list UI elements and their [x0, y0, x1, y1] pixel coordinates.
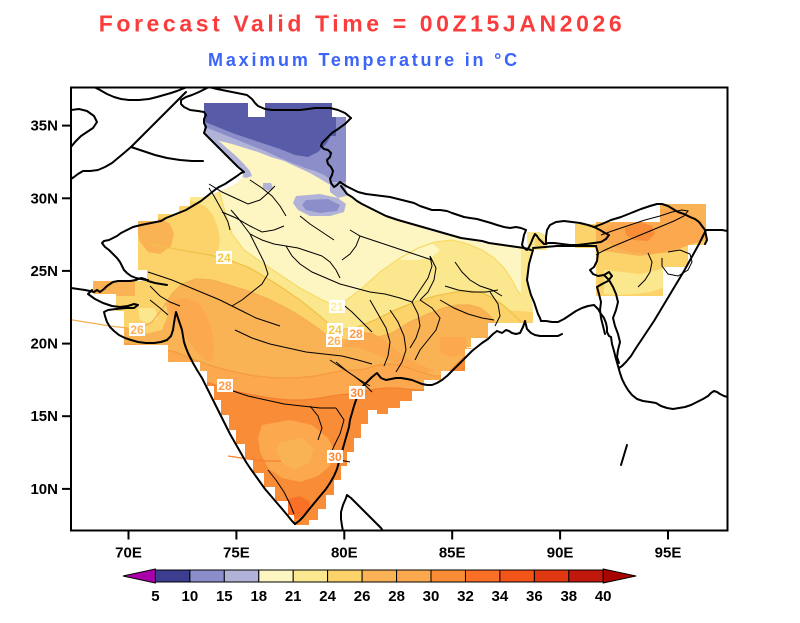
svg-text:10N: 10N	[30, 481, 58, 498]
svg-text:18: 18	[250, 588, 267, 605]
svg-text:30: 30	[328, 450, 342, 464]
svg-text:30: 30	[350, 386, 364, 400]
svg-text:Maximum Temperature in °C: Maximum Temperature in °C	[208, 50, 520, 70]
svg-text:Forecast Valid Time = 00Z15JAN: Forecast Valid Time = 00Z15JAN2026	[99, 11, 626, 37]
svg-text:10: 10	[182, 588, 199, 605]
svg-text:26: 26	[327, 334, 341, 348]
svg-text:70E: 70E	[115, 545, 142, 562]
svg-text:90E: 90E	[547, 545, 574, 562]
svg-text:40: 40	[595, 588, 612, 605]
svg-text:24: 24	[328, 323, 342, 337]
svg-text:30: 30	[423, 588, 440, 605]
svg-text:21: 21	[285, 588, 302, 605]
svg-text:26: 26	[130, 323, 144, 337]
svg-text:21: 21	[330, 300, 344, 314]
svg-text:35N: 35N	[30, 118, 58, 135]
svg-text:26: 26	[354, 588, 371, 605]
svg-text:34: 34	[492, 588, 509, 605]
svg-text:80E: 80E	[331, 545, 358, 562]
svg-text:85E: 85E	[439, 545, 466, 562]
svg-text:28: 28	[218, 379, 232, 393]
svg-text:15: 15	[216, 588, 233, 605]
svg-text:95E: 95E	[655, 545, 682, 562]
svg-text:30N: 30N	[30, 190, 58, 207]
svg-text:5: 5	[151, 588, 159, 605]
svg-text:28: 28	[388, 588, 405, 605]
svg-text:15N: 15N	[30, 408, 58, 425]
svg-text:36: 36	[526, 588, 543, 605]
svg-text:32: 32	[457, 588, 474, 605]
svg-text:75E: 75E	[223, 545, 250, 562]
svg-text:28: 28	[349, 327, 363, 341]
svg-text:24: 24	[217, 251, 231, 265]
svg-text:24: 24	[319, 588, 336, 605]
svg-text:20N: 20N	[30, 336, 58, 353]
svg-text:25N: 25N	[30, 263, 58, 280]
svg-text:38: 38	[560, 588, 577, 605]
